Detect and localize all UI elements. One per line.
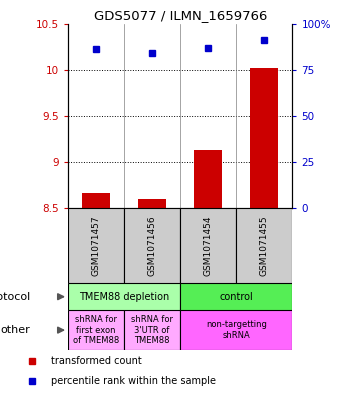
- Bar: [180, 208, 236, 283]
- Text: control: control: [219, 292, 253, 302]
- Bar: [250, 68, 278, 208]
- Text: percentile rank within the sample: percentile rank within the sample: [51, 376, 216, 386]
- Bar: [68, 208, 124, 283]
- Text: protocol: protocol: [0, 292, 31, 302]
- Text: shRNA for
first exon
of TMEM88: shRNA for first exon of TMEM88: [73, 315, 119, 345]
- Bar: [124, 208, 180, 283]
- Text: non-targetting
shRNA: non-targetting shRNA: [206, 320, 267, 340]
- Bar: [124, 310, 180, 350]
- Bar: [82, 193, 110, 208]
- Text: GSM1071455: GSM1071455: [260, 215, 269, 276]
- Bar: [138, 199, 166, 208]
- Title: GDS5077 / ILMN_1659766: GDS5077 / ILMN_1659766: [94, 9, 267, 22]
- Bar: [194, 150, 222, 208]
- Text: GSM1071457: GSM1071457: [91, 215, 101, 276]
- Text: TMEM88 depletion: TMEM88 depletion: [79, 292, 169, 302]
- Text: GSM1071456: GSM1071456: [148, 215, 157, 276]
- Bar: [180, 310, 292, 350]
- Bar: [68, 310, 124, 350]
- Bar: [68, 283, 180, 310]
- Text: other: other: [1, 325, 31, 335]
- Text: shRNA for
3'UTR of
TMEM88: shRNA for 3'UTR of TMEM88: [131, 315, 173, 345]
- Bar: [236, 208, 292, 283]
- Bar: [180, 283, 292, 310]
- Text: transformed count: transformed count: [51, 356, 141, 367]
- Text: GSM1071454: GSM1071454: [204, 215, 213, 276]
